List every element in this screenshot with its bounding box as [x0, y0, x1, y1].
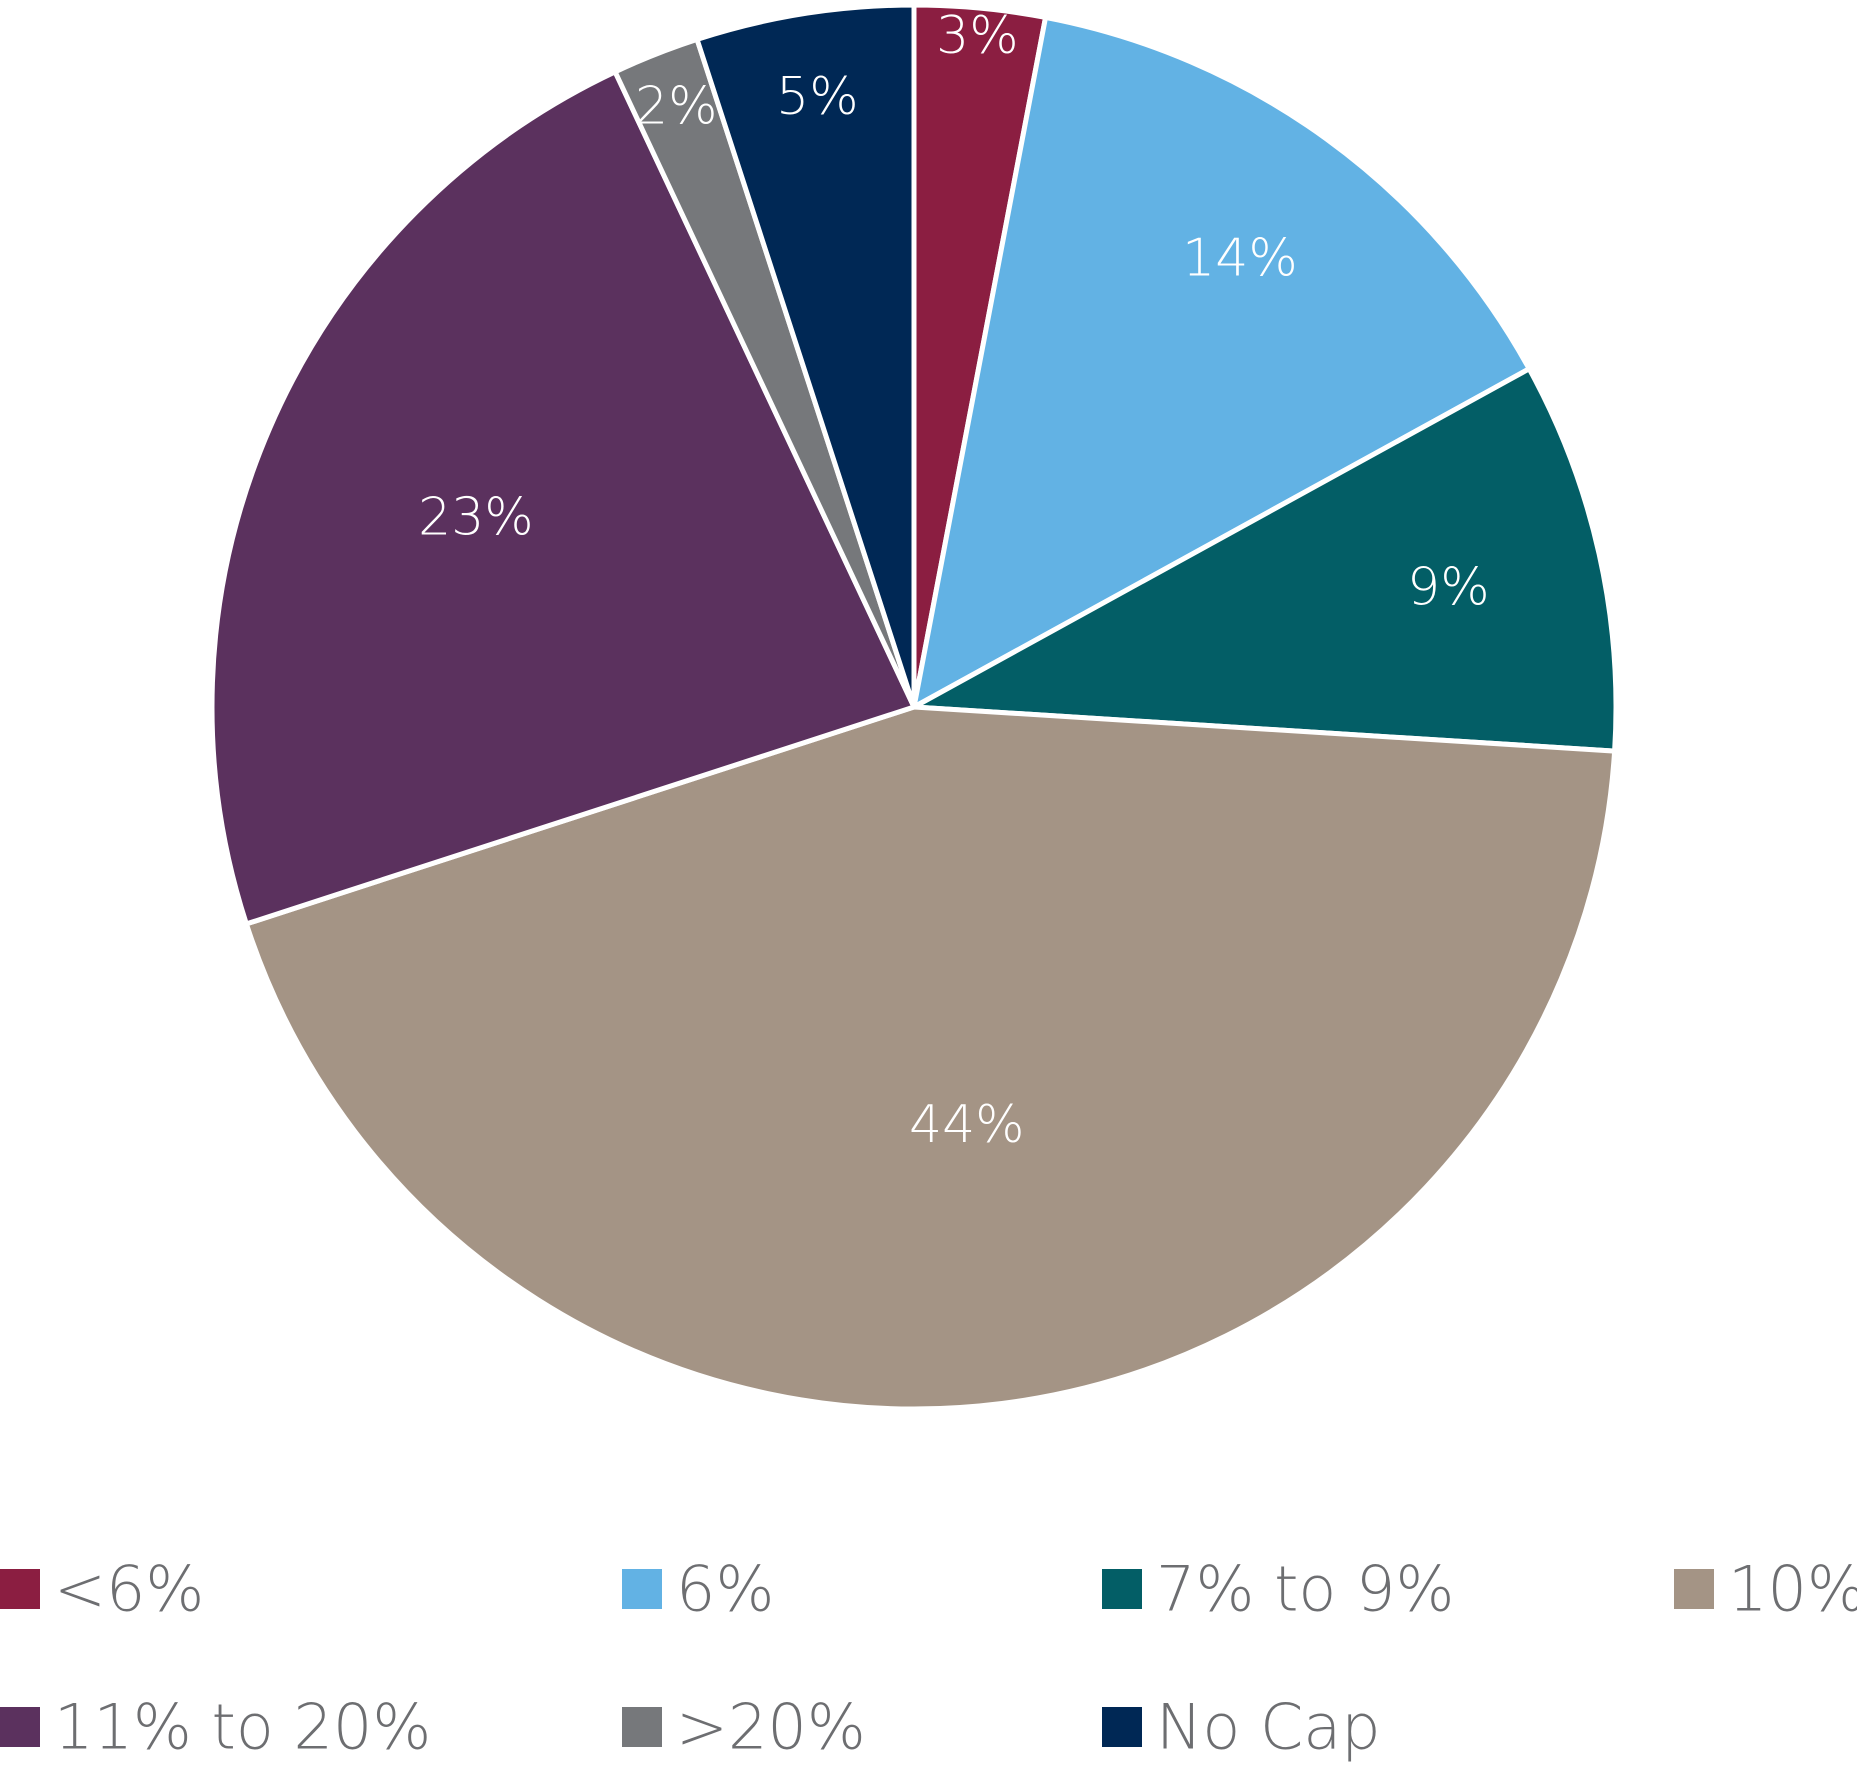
slice-data-label: 2%: [635, 77, 718, 137]
legend-label: >20%: [676, 1691, 866, 1764]
legend-item: 6%: [622, 1553, 774, 1626]
slice-data-label: 5%: [776, 67, 859, 127]
legend-item: >20%: [622, 1691, 866, 1764]
legend-swatch: [0, 1707, 40, 1747]
legend-item: 7% to 9%: [1102, 1553, 1454, 1626]
legend-swatch: [0, 1569, 40, 1609]
legend-label: 11% to 20%: [54, 1691, 431, 1764]
slice-data-label: 9%: [1407, 558, 1490, 618]
slice-data-label: 3%: [936, 6, 1019, 66]
pie-slice-2: [911, 366, 1619, 754]
legend-swatch: [1102, 1707, 1142, 1747]
legend-swatch: [622, 1569, 662, 1609]
pie-slice-3: [243, 704, 1618, 1412]
pie-slices: [209, 2, 1619, 1412]
legend-item: No Cap: [1102, 1691, 1381, 1764]
pie-slice-labels: 3% 14% 9% 44% 23% 2% 5%: [418, 6, 1490, 1155]
legend-label: 7% to 9%: [1156, 1553, 1454, 1626]
legend-label: No Cap: [1156, 1691, 1381, 1764]
legend: <6% 6% 7% to 9% 10% 11% to 20% >20% No Cap: [0, 1553, 1857, 1764]
legend-label: 6%: [676, 1553, 774, 1626]
pie-slice-6: [694, 2, 917, 710]
slice-data-label: 14%: [1182, 228, 1298, 288]
legend-label: 10%: [1728, 1553, 1857, 1626]
legend-item: 10%: [1674, 1553, 1857, 1626]
pie-slice-4: [209, 69, 917, 927]
legend-swatch: [1102, 1569, 1142, 1609]
legend-item: <6%: [0, 1553, 204, 1626]
slice-data-label: 23%: [418, 487, 534, 547]
pie-slice-1: [911, 14, 1532, 710]
legend-swatch: [622, 1707, 662, 1747]
legend-label: <6%: [54, 1553, 204, 1626]
legend-swatch: [1674, 1569, 1714, 1609]
slice-data-label: 44%: [909, 1095, 1025, 1155]
legend-item: 11% to 20%: [0, 1691, 431, 1764]
